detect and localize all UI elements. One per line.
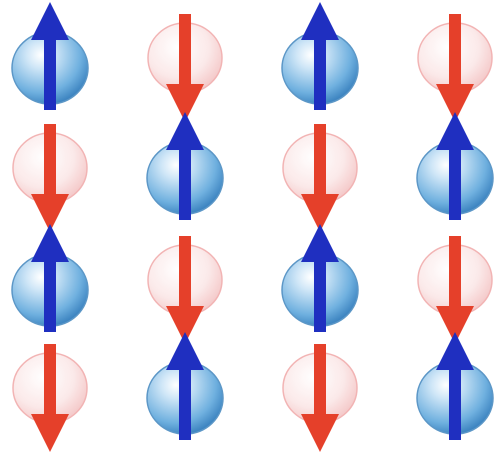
spin-down (283, 124, 357, 232)
spin-up (12, 224, 88, 332)
spin-down (283, 344, 357, 452)
spin-down (418, 14, 492, 122)
spin-up (147, 332, 223, 440)
spin-down (148, 14, 222, 122)
spin-up (12, 2, 88, 110)
spin-up (417, 112, 493, 220)
spin-up (147, 112, 223, 220)
spin-up (417, 332, 493, 440)
spin-up (282, 224, 358, 332)
spin-up (282, 2, 358, 110)
spin-down (418, 236, 492, 344)
spin-lattice (0, 0, 498, 455)
spin-down (148, 236, 222, 344)
spin-down (13, 344, 87, 452)
spin-down (13, 124, 87, 232)
